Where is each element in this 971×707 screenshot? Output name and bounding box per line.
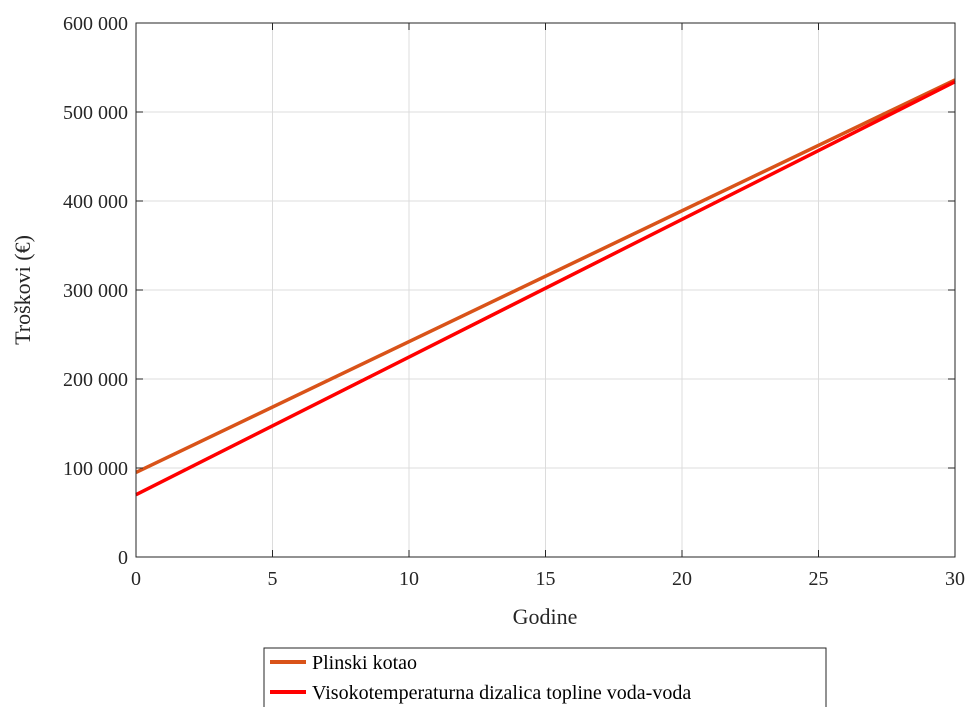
y-tick-label: 400 000 [63, 191, 128, 213]
x-tick-label: 5 [268, 568, 278, 590]
legend-label-plinski-kotao: Plinski kotao [312, 652, 417, 674]
x-tick-label: 30 [945, 568, 965, 590]
ticks-layer: 0 5 10 15 20 25 30 0 100 000 200 000 300 000 400 00… [63, 13, 965, 590]
legend: Plinski kotao Visokotemperaturna dizalic… [263, 647, 827, 707]
y-tick-label: 100 000 [63, 458, 128, 480]
series-layer [135, 78, 956, 497]
x-tick-label: 0 [131, 568, 141, 590]
y-tick-label: 600 000 [63, 13, 128, 35]
series-line-0 [135, 78, 956, 475]
legend-box [263, 647, 827, 707]
series-line-1 [135, 80, 956, 497]
legend-label-dizalica-topline: Visokotemperaturna dizalica topline voda… [312, 682, 691, 704]
y-tick-label: 200 000 [63, 369, 128, 391]
x-tick-label: 10 [399, 568, 419, 590]
x-tick-label: 15 [536, 568, 556, 590]
x-tick-label: 20 [672, 568, 692, 590]
y-tick-label: 0 [118, 547, 128, 569]
y-tick-label: 300 000 [63, 280, 128, 302]
y-tick-label: 500 000 [63, 102, 128, 124]
x-axis-title: Godine [513, 604, 578, 629]
y-axis-title: Troškovi (€) [10, 235, 35, 345]
x-tick-label: 25 [809, 568, 829, 590]
